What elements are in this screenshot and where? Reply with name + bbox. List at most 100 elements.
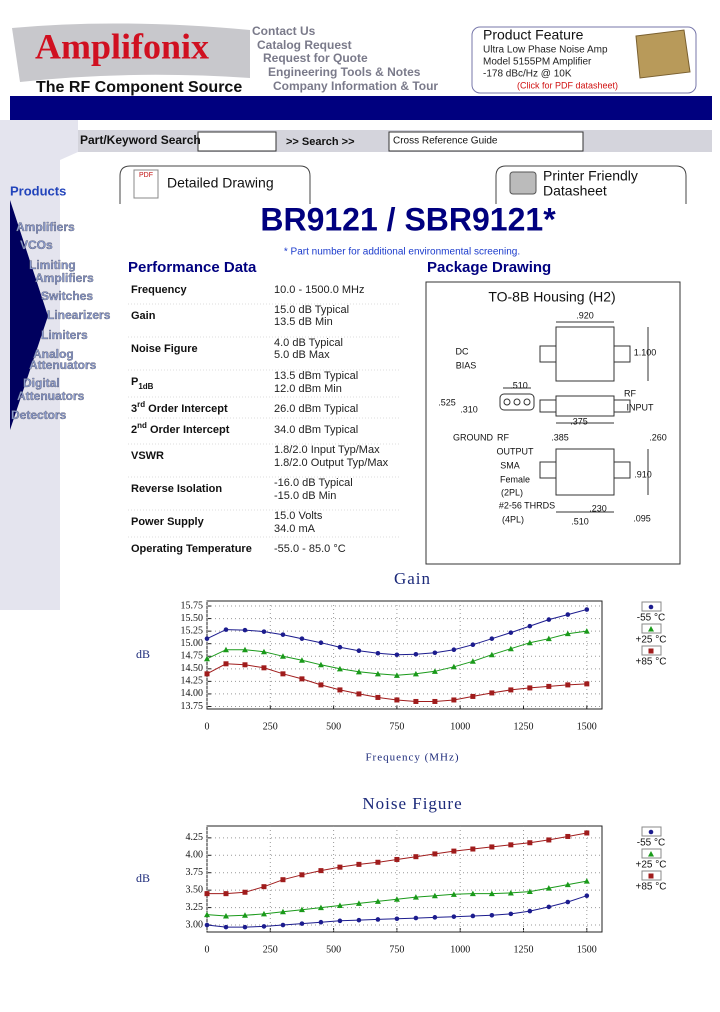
data-point bbox=[584, 681, 590, 687]
package-label: DC bbox=[456, 346, 469, 356]
data-point bbox=[393, 672, 400, 678]
sidebar-item[interactable]: Attenuators bbox=[17, 389, 85, 403]
parameter-value: 26.0 dBm Typical bbox=[274, 403, 358, 415]
data-point bbox=[298, 906, 305, 913]
data-point bbox=[223, 891, 229, 897]
parameter-part: Operating Temperature bbox=[131, 543, 252, 555]
nav-bar bbox=[10, 96, 712, 120]
data-point bbox=[355, 668, 362, 675]
nav-link[interactable]: Engineering Tools & Notes bbox=[268, 65, 421, 79]
data-point bbox=[508, 687, 514, 693]
cross-reference-select[interactable] bbox=[388, 131, 584, 152]
sidebar-item[interactable]: Switches bbox=[41, 289, 94, 303]
parameter-label: Power Supply bbox=[131, 516, 205, 528]
feature-line: Model 5155PM Amplifier bbox=[483, 57, 592, 68]
cross-reference[interactable]: Cross Reference Guide bbox=[393, 136, 498, 147]
data-point bbox=[336, 902, 343, 908]
data-point bbox=[432, 650, 438, 656]
data-point bbox=[299, 872, 305, 878]
y-tick-label: 14.75 bbox=[181, 651, 204, 662]
search-input[interactable] bbox=[197, 131, 277, 152]
parameter-part: VSWR bbox=[131, 450, 164, 462]
sidebar-item[interactable]: Amplifiers bbox=[16, 220, 75, 234]
data-point bbox=[526, 639, 533, 646]
printer-tab[interactable] bbox=[495, 165, 687, 204]
data-point bbox=[299, 636, 305, 641]
parameter-value: 13.5 dBm Typical bbox=[274, 370, 358, 382]
chart-title: Gain bbox=[394, 569, 431, 588]
data-point bbox=[565, 682, 571, 688]
package-label: .910 bbox=[634, 469, 652, 479]
data-point bbox=[337, 644, 343, 650]
data-point bbox=[450, 663, 457, 670]
data-point bbox=[507, 645, 514, 652]
parameter-value: -55.0 - 85.0 °C bbox=[274, 543, 346, 555]
sidebar-item[interactable]: Linearizers bbox=[47, 308, 111, 322]
parameter-value: 34.0 dBm Typical bbox=[274, 424, 358, 436]
printer-friendly[interactable]: Printer Friendly bbox=[543, 168, 638, 184]
parameter-part: 2 bbox=[131, 424, 137, 436]
package-label: SMA bbox=[500, 460, 520, 470]
parameter-part: nd bbox=[137, 421, 147, 430]
package-label: .510 bbox=[571, 516, 589, 526]
data-point bbox=[242, 924, 248, 930]
parameter-part: Reverse Isolation bbox=[131, 483, 222, 495]
x-tick-label: 500 bbox=[326, 944, 341, 955]
nav-link[interactable]: Request for Quote bbox=[263, 51, 368, 65]
feature-link[interactable]: (Click for PDF datasheet) bbox=[517, 80, 618, 90]
data-point bbox=[318, 868, 324, 874]
sidebar-item[interactable]: Limiters bbox=[41, 328, 88, 342]
nav-link[interactable]: Catalog Request bbox=[257, 38, 352, 52]
data-point bbox=[336, 665, 343, 672]
y-tick-label: 14.50 bbox=[181, 663, 204, 674]
feature-title: Product Feature bbox=[483, 27, 584, 43]
data-point bbox=[280, 671, 286, 677]
y-tick-label: 15.25 bbox=[181, 625, 204, 636]
legend-marker bbox=[648, 873, 654, 879]
legend-marker bbox=[648, 648, 654, 654]
data-point bbox=[204, 671, 210, 677]
sidebar-item[interactable]: Analog bbox=[33, 347, 74, 361]
package-label: 1.100 bbox=[634, 347, 657, 357]
data-point bbox=[394, 916, 400, 922]
data-point bbox=[318, 682, 324, 688]
sidebar-item[interactable]: Limiting bbox=[29, 258, 76, 272]
detailed-drawing[interactable]: Detailed Drawing bbox=[167, 175, 274, 191]
data-point bbox=[584, 830, 590, 836]
sidebar-item[interactable]: Amplifiers bbox=[35, 271, 94, 285]
y-tick-label: 3.50 bbox=[186, 884, 204, 895]
data-point bbox=[564, 881, 571, 888]
sidebar-item[interactable]: Digital bbox=[23, 376, 60, 390]
data-point bbox=[527, 840, 533, 846]
data-point bbox=[450, 891, 457, 897]
printer-friendly[interactable]: Datasheet bbox=[543, 183, 607, 199]
x-tick-label: 250 bbox=[263, 944, 278, 955]
data-point bbox=[204, 636, 210, 641]
sidebar-item[interactable]: VCOs bbox=[20, 238, 53, 252]
logo[interactable]: Amplifonix bbox=[35, 26, 209, 66]
parameter-value: 34.0 mA bbox=[274, 523, 316, 535]
sidebar-item[interactable]: Attenuators bbox=[29, 358, 97, 372]
data-point bbox=[508, 630, 514, 635]
data-point bbox=[222, 646, 229, 653]
sidebar-item[interactable]: Detectors bbox=[11, 408, 67, 422]
data-point bbox=[394, 697, 400, 703]
parameter-label: Noise Figure bbox=[131, 343, 198, 355]
nav-link[interactable]: Contact Us bbox=[252, 24, 316, 38]
drawing-tab[interactable] bbox=[119, 165, 311, 204]
y-axis-label: dB bbox=[136, 647, 150, 661]
parameter-part: 3 bbox=[131, 403, 137, 415]
data-point bbox=[583, 628, 590, 634]
data-point bbox=[584, 607, 590, 612]
parameter-value: 13.5 dB Min bbox=[274, 316, 333, 328]
data-point bbox=[204, 922, 210, 928]
sidebar-arrow bbox=[10, 200, 48, 430]
search-button[interactable]: >> Search >> bbox=[286, 136, 355, 148]
search-label: Part/Keyword Search bbox=[80, 133, 201, 147]
parameter-value: -16.0 dB Typical bbox=[274, 477, 353, 489]
nav-link[interactable]: Company Information & Tour bbox=[273, 79, 438, 93]
parameter-part: Order Intercept bbox=[145, 403, 228, 415]
data-point bbox=[432, 915, 438, 920]
data-point bbox=[413, 698, 419, 704]
package-label: .095 bbox=[633, 513, 651, 523]
